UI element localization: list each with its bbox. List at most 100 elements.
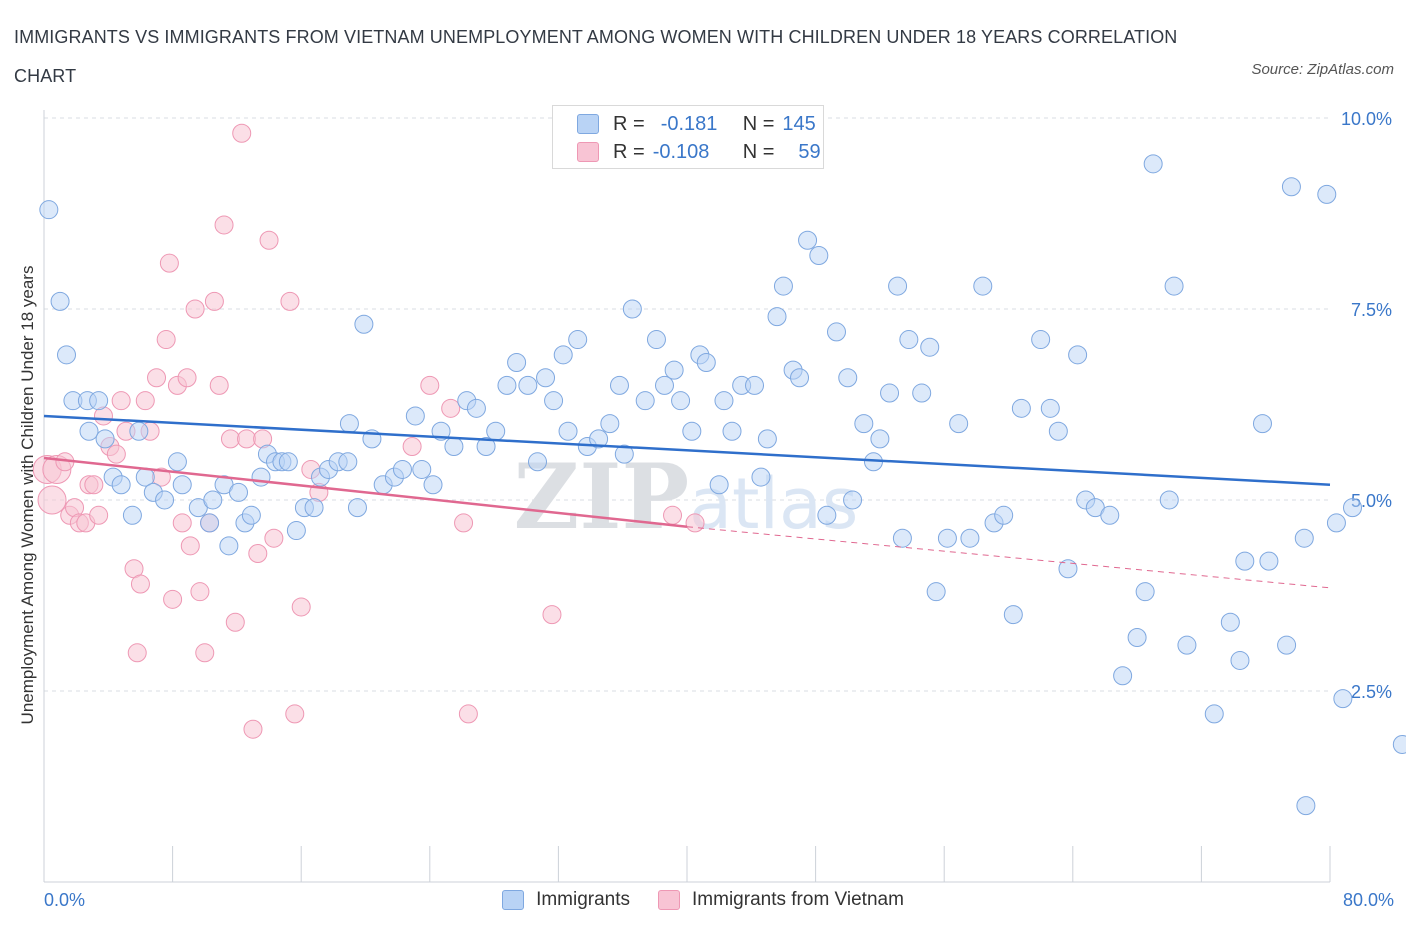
immigrants-point: [600, 414, 620, 434]
immigrants-point: [1003, 605, 1023, 625]
immigrants-point: [1235, 551, 1255, 571]
vietnam-point: [159, 253, 179, 273]
immigrants-point: [167, 452, 187, 472]
immigrants-point: [568, 330, 588, 350]
vietnam-point: [402, 437, 422, 457]
vietnam-point: [185, 299, 205, 319]
immigrants-point: [1068, 345, 1088, 365]
vietnam-point: [420, 375, 440, 395]
immigrants-point: [773, 276, 793, 296]
vietnam-point: [135, 391, 155, 411]
immigrants-point: [767, 307, 787, 327]
vietnam-point: [130, 574, 150, 594]
immigrants-point: [646, 330, 666, 350]
stats-row-immigrants: R = -0.181 N = 145: [577, 111, 816, 137]
immigrants-point: [497, 375, 517, 395]
immigrants-point: [1252, 414, 1272, 434]
immigrants-point: [926, 582, 946, 602]
immigrants-point: [155, 490, 175, 510]
immigrants-point: [880, 383, 900, 403]
vietnam-point: [264, 528, 284, 548]
immigrants-point: [553, 345, 573, 365]
vietnam-point: [147, 368, 167, 388]
immigrants-point: [338, 452, 358, 472]
vietnam-point: [127, 643, 147, 663]
vietnam-trendline-extension: [686, 526, 1331, 589]
immigrants-trendline: [43, 414, 1331, 486]
n-label: N =: [742, 112, 775, 135]
stats-row-vietnam: R = -0.108 N = 59: [577, 139, 821, 165]
immigrants-point: [1277, 635, 1297, 655]
vietnam-point: [542, 605, 562, 625]
immigrants-point: [1031, 330, 1051, 350]
immigrants-point: [200, 513, 220, 533]
immigrants-point: [412, 459, 432, 479]
immigrants-point: [89, 391, 109, 411]
immigrants-point: [1058, 559, 1078, 579]
legend-label: Immigrants from Vietnam: [692, 889, 904, 910]
vietnam-point: [291, 597, 311, 617]
immigrants-point: [1164, 276, 1184, 296]
vietnam-point: [225, 612, 245, 632]
immigrants-point: [423, 475, 443, 495]
immigrants-point: [278, 452, 298, 472]
vietnam-point: [441, 398, 461, 418]
immigrants-point: [95, 429, 115, 449]
immigrants-point: [536, 368, 556, 388]
immigrants-point: [843, 490, 863, 510]
immigrants-point: [912, 383, 932, 403]
immigrants-point: [1294, 528, 1314, 548]
immigrants-point: [1127, 628, 1147, 648]
r-value: -0.181: [660, 112, 718, 135]
immigrants-point: [1177, 635, 1197, 655]
immigrants-point: [347, 498, 367, 518]
immigrants-point: [518, 375, 538, 395]
immigrants-point: [817, 505, 837, 525]
immigrants-point: [899, 330, 919, 350]
immigrants-point: [809, 246, 829, 266]
immigrants-point: [122, 505, 142, 525]
immigrants-point: [405, 406, 425, 426]
immigrants-point: [1333, 689, 1353, 709]
blue-swatch-icon: [577, 114, 599, 134]
immigrants-point: [558, 421, 578, 441]
immigrants-point: [111, 475, 131, 495]
immigrants-point: [826, 322, 846, 342]
immigrants-point: [1048, 421, 1068, 441]
immigrants-point: [994, 505, 1014, 525]
immigrants-point: [1392, 734, 1406, 754]
immigrants-point: [709, 475, 729, 495]
vietnam-point: [172, 513, 192, 533]
x-tick-min: 0.0%: [44, 890, 86, 910]
immigrants-point: [50, 291, 70, 311]
immigrants-point: [339, 414, 359, 434]
immigrants-point: [589, 429, 609, 449]
n-label: N =: [742, 140, 775, 163]
immigrants-point: [838, 368, 858, 388]
legend-item-immigrants[interactable]: Immigrants: [502, 889, 630, 911]
vietnam-point: [214, 215, 234, 235]
chart-title: IMMIGRANTS VS IMMIGRANTS FROM VIETNAM UN…: [14, 27, 1178, 86]
vietnam-point: [204, 291, 224, 311]
vietnam-point: [106, 444, 126, 464]
immigrants-point: [229, 482, 249, 502]
immigrants-point: [892, 528, 912, 548]
immigrants-point: [751, 467, 771, 487]
immigrants-point: [79, 421, 99, 441]
immigrants-point: [1011, 398, 1031, 418]
legend-item-vietnam[interactable]: Immigrants from Vietnam: [658, 889, 904, 911]
vietnam-point: [220, 429, 240, 449]
vietnam-point: [259, 230, 279, 250]
vietnam-point: [285, 704, 305, 724]
immigrants-point: [790, 368, 810, 388]
immigrants-point: [960, 528, 980, 548]
vietnam-point: [156, 330, 176, 350]
immigrants-point: [1317, 184, 1337, 204]
immigrants-point: [251, 467, 271, 487]
vietnam-point: [248, 543, 268, 563]
immigrants-point: [870, 429, 890, 449]
y-tick-label: 7.5%: [1351, 300, 1392, 320]
immigrants-point: [286, 521, 306, 541]
immigrants-point: [696, 352, 716, 372]
vietnam-point: [663, 505, 683, 525]
